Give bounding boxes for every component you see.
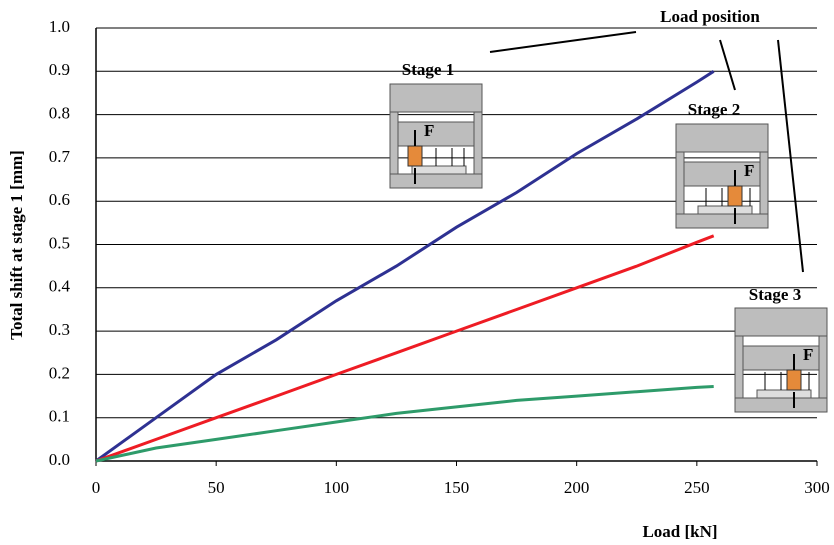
stage-label: Stage 1 [402,60,454,79]
annotation: Load position [660,7,760,26]
y-tick-label: 0.1 [49,407,70,426]
frame-beam [683,161,761,187]
stage-label: Stage 2 [688,100,740,119]
load-block [407,145,423,167]
base-plate [756,389,812,399]
y-tick-label: 0.0 [49,450,70,469]
x-tick-label: 250 [684,478,710,497]
stage-label: Stage 3 [749,285,801,304]
leader-line [489,31,637,53]
frame-top [734,307,828,337]
x-tick-label: 200 [564,478,590,497]
force-label: F [744,161,754,180]
series-line [95,385,714,463]
load-block [786,369,802,391]
y-tick-label: 0.9 [49,60,70,79]
frame-right [473,111,483,175]
x-tick-label: 300 [804,478,830,497]
base-plate [697,205,753,215]
frame-right [759,151,769,215]
frame-base [389,173,483,189]
frame-top [675,123,769,153]
y-tick-label: 0.6 [49,190,70,209]
series-line [95,234,715,463]
frame-left [389,111,399,175]
leader-line [777,39,804,273]
base-plate [411,165,467,175]
frame-left [734,335,744,399]
y-axis-title: Total shift at stage 1 [mm] [7,150,26,340]
frame-diagram: F [675,123,769,229]
x-tick-label: 50 [208,478,225,497]
x-axis-title: Load [kN] [642,522,717,541]
frame-right [818,335,828,399]
y-tick-label: 0.2 [49,363,70,382]
frame-left [675,151,685,215]
y-tick-label: 0.7 [49,147,71,166]
leader-line [719,39,736,91]
y-tick-label: 0.3 [49,320,70,339]
frame-base [734,397,828,413]
force-label: F [803,345,813,364]
series-line [95,70,715,463]
x-tick-label: 100 [324,478,350,497]
frame-diagram: F [389,83,483,189]
y-tick-label: 1.0 [49,17,70,36]
frame-base [675,213,769,229]
frame-beam [397,121,475,147]
frame-top [389,83,483,113]
y-tick-label: 0.5 [49,233,70,252]
x-tick-label: 150 [444,478,470,497]
y-tick-label: 0.4 [49,277,71,296]
x-tick-label: 0 [92,478,101,497]
frame-beam [742,345,820,371]
y-tick-label: 0.8 [49,104,70,123]
load-block [727,185,743,207]
force-label: F [424,121,434,140]
frame-diagram: F [734,307,828,413]
